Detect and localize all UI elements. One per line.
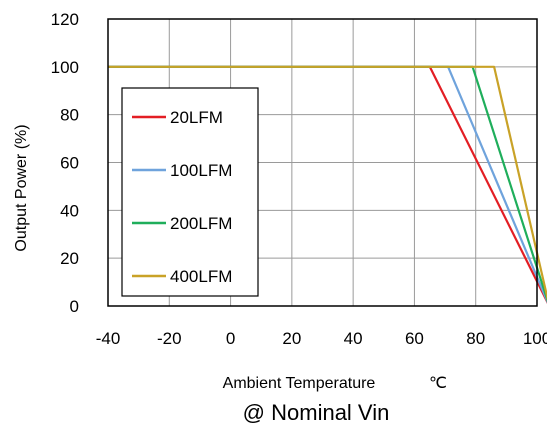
x-tick-label: 100	[523, 329, 547, 348]
x-axis-label: Ambient Temperature	[223, 375, 376, 392]
chart-footnote: @ Nominal Vin	[243, 400, 390, 425]
legend-box	[121, 87, 259, 297]
legend-label-200lfm: 200LFM	[170, 214, 232, 233]
series-line-400lfm	[108, 65, 547, 301]
series-lines	[108, 65, 547, 304]
x-tick-label: 60	[405, 329, 424, 348]
legend: 20LFM 100LFM 200LFM 400LFM	[121, 87, 259, 297]
tick-labels: -40 -20 0 20 40 60 80 100 0 20 40 60 80 100 120	[51, 10, 547, 348]
x-tick-label: 40	[344, 329, 363, 348]
legend-label-100lfm: 100LFM	[170, 161, 232, 180]
legend-label-400lfm: 400LFM	[170, 267, 232, 286]
legend-label-20lfm: 20LFM	[170, 108, 223, 127]
x-tick-label: 80	[466, 329, 485, 348]
y-axis-label: Output Power (%)	[13, 124, 30, 251]
plot-area-frame	[107, 18, 538, 307]
y-tick-label: 100	[51, 58, 79, 77]
x-tick-label: 20	[282, 329, 301, 348]
y-tick-label: 40	[60, 201, 79, 220]
y-tick-label: 80	[60, 106, 79, 125]
x-tick-label: 0	[226, 329, 235, 348]
y-tick-label: 20	[60, 249, 79, 268]
y-tick-label: 120	[51, 10, 79, 29]
y-tick-label: 60	[60, 154, 79, 173]
y-tick-label: 0	[70, 297, 79, 316]
x-tick-label: -20	[157, 329, 182, 348]
x-tick-label: -40	[96, 329, 121, 348]
x-axis-unit: ℃	[429, 375, 447, 392]
